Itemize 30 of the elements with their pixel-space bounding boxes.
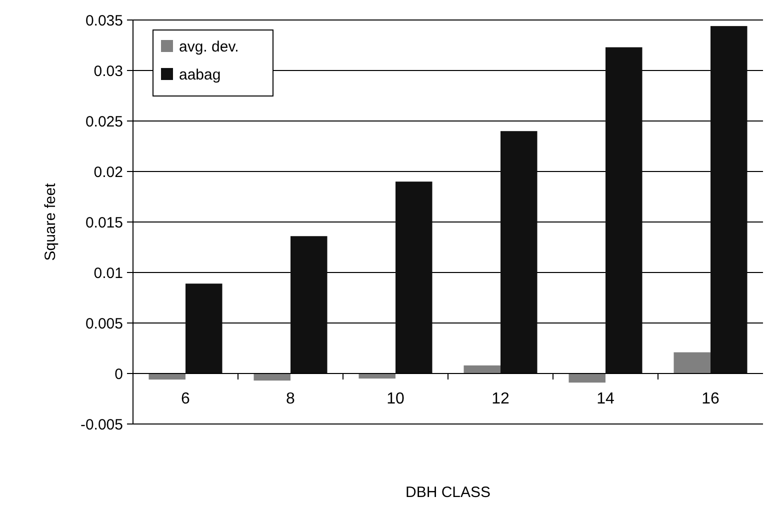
x-tick-label: 10 [386, 390, 404, 408]
bar [606, 47, 642, 374]
y-tick-label: 0.01 [94, 264, 123, 282]
bar [186, 284, 222, 374]
y-tick-label: 0.025 [85, 113, 123, 130]
legend-label: aabag [179, 66, 221, 84]
y-axis-title: Square feet [42, 182, 59, 261]
x-tick-label: 16 [702, 390, 720, 408]
y-tick-label: -0.005 [80, 416, 123, 434]
legend-label: avg. dev. [179, 38, 239, 56]
x-tick-label: 6 [181, 390, 190, 408]
y-tick-label: 0.03 [94, 62, 123, 80]
bar [568, 374, 606, 383]
bar [290, 236, 328, 374]
bar [148, 374, 186, 380]
x-tick-label: 8 [286, 390, 296, 408]
y-tick-label: 0.005 [85, 315, 123, 332]
y-tick-label: 0.015 [85, 214, 123, 232]
bar [396, 182, 432, 374]
bar [464, 365, 500, 374]
x-tick-label: 14 [596, 390, 614, 408]
y-tick-label: 0 [114, 366, 123, 383]
bar [674, 352, 710, 374]
x-axis-title: DBH CLASS [405, 484, 491, 501]
bar [254, 374, 290, 381]
bar [500, 131, 538, 374]
y-tick-label: 0.02 [94, 164, 123, 181]
bar [710, 26, 748, 374]
x-tick-label: 12 [492, 390, 510, 408]
y-tick-label: 0.035 [85, 12, 123, 30]
